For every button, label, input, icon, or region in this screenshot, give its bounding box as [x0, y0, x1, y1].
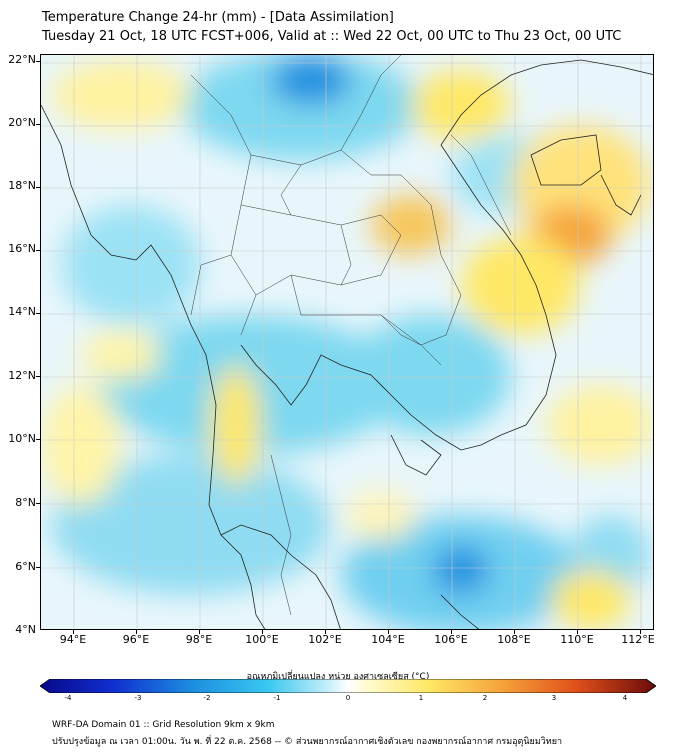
lat-label: 20°N [8, 116, 36, 129]
lon-tick [136, 630, 137, 634]
colorbar-tick: 3 [551, 694, 557, 702]
lat-tick [36, 376, 40, 377]
lon-label: 98°E [185, 633, 213, 646]
lon-tick [325, 630, 326, 634]
admin-borders [190, 55, 512, 616]
map-title: Temperature Change 24-hr (mm) - [Data As… [42, 10, 394, 25]
lon-tick [262, 630, 263, 634]
lat-tick [36, 250, 40, 251]
lon-label: 94°E [59, 633, 87, 646]
lon-tick [199, 630, 200, 634]
lat-tick [36, 187, 40, 188]
coastlines [41, 59, 653, 629]
lat-tick [36, 61, 40, 62]
lon-tick [577, 630, 578, 634]
colorbar-tick: 1 [418, 694, 424, 702]
lon-tick [73, 630, 74, 634]
map-subtitle: Tuesday 21 Oct, 18 UTC FCST+006, Valid a… [42, 29, 622, 44]
colorbar-tick: -3 [134, 694, 142, 702]
colorbar-tick: -1 [273, 694, 281, 702]
lon-label: 108°E [497, 633, 531, 646]
lat-label: 16°N [8, 242, 36, 255]
lon-label: 100°E [245, 633, 279, 646]
footer-domain-info: WRF-DA Domain 01 :: Grid Resolution 9km … [52, 720, 275, 730]
lon-label: 102°E [308, 633, 342, 646]
lat-tick [36, 567, 40, 568]
lat-label: 6°N [15, 560, 36, 573]
lat-tick [36, 124, 40, 125]
lon-label: 112°E [621, 633, 655, 646]
lat-label: 4°N [15, 623, 36, 636]
graticule [41, 55, 653, 629]
lon-label: 106°E [434, 633, 468, 646]
lon-tick [451, 630, 452, 634]
lon-tick [640, 630, 641, 634]
lat-label: 22°N [8, 53, 36, 66]
footer-credits: ปรับปรุงข้อมูล ณ เวลา 01:00น. วัน พ. ที่… [52, 737, 563, 747]
colorbar-tick: 0 [345, 694, 351, 702]
lat-label: 12°N [8, 369, 36, 382]
lat-label: 10°N [8, 432, 36, 445]
lat-label: 8°N [15, 496, 36, 509]
lat-label: 18°N [8, 179, 36, 192]
lon-label: 104°E [371, 633, 405, 646]
lon-tick [514, 630, 515, 634]
lat-tick [36, 313, 40, 314]
temperature-field [41, 55, 653, 629]
lat-tick [36, 503, 40, 504]
colorbar-tick: -4 [64, 694, 72, 702]
temperature-change-map [40, 54, 654, 630]
colorbar [40, 679, 656, 693]
colorbar-tick: 2 [482, 694, 488, 702]
colorbar-tick: 4 [622, 694, 628, 702]
colorbar-tick: -2 [203, 694, 211, 702]
colorbar-label: อุณหภูมิเปลี่ยนแปลง หน่วย องศาเซลเซียส (… [246, 672, 430, 682]
southern-coast [220, 524, 480, 629]
lon-label: 110°E [560, 633, 594, 646]
lat-tick [36, 439, 40, 440]
lat-label: 14°N [8, 305, 36, 318]
lon-label: 96°E [122, 633, 150, 646]
lon-tick [388, 630, 389, 634]
